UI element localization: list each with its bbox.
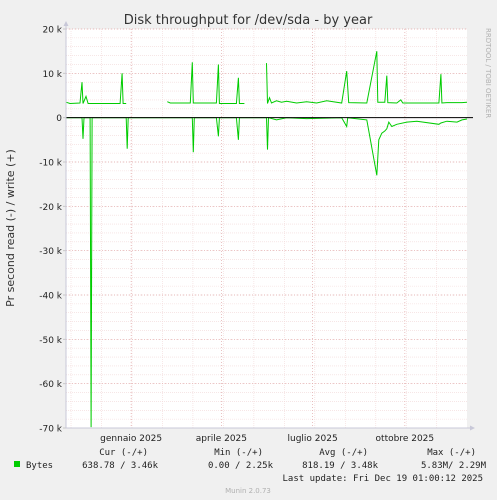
y-tick-label: -60 k xyxy=(39,380,63,390)
axes xyxy=(63,21,475,431)
legend-min-value: 0.00 / 2.25k xyxy=(208,461,274,471)
legend-header: Min (-/+) xyxy=(214,448,263,458)
x-tick-label: ottobre 2025 xyxy=(376,434,435,444)
legend-header: Max (-/+) xyxy=(427,448,476,458)
y-tick-label: 20 k xyxy=(42,26,62,36)
last-update-text: Last update: Fri Dec 19 01:00:12 2025 xyxy=(283,474,483,484)
y-tick-label: -30 k xyxy=(39,247,63,257)
x-tick-labels: gennaio 2025 aprile 2025 luglio 2025 ottobr… xyxy=(100,434,434,444)
y-tick-label: 0 xyxy=(56,114,62,124)
y-tick-label: -50 k xyxy=(39,336,63,346)
y-tick-labels: 20 k 10 k 0 -10 k -20 k -30 k -40 k -50 k -60 k -… xyxy=(39,26,66,435)
y-tick-label: -70 k xyxy=(39,425,63,435)
series-line-read-bytes xyxy=(66,117,468,428)
y-axis-label: Pr second read (-) / write (+) xyxy=(4,149,17,307)
legend-header: Avg (-/+) xyxy=(319,448,368,458)
legend-avg-value: 818.19 / 3.48k xyxy=(302,461,378,471)
munin-version: Munin 2.0.73 xyxy=(225,487,271,495)
y-tick-label: -20 k xyxy=(39,203,63,213)
legend-swatch xyxy=(14,461,20,467)
legend-cur-value: 638.78 / 3.46k xyxy=(82,461,158,471)
legend-series-name: Bytes xyxy=(26,461,53,471)
x-tick-label: aprile 2025 xyxy=(196,434,247,444)
series-layer xyxy=(65,51,468,428)
y-axis-arrow xyxy=(63,21,69,26)
y-tick-label: -40 k xyxy=(39,292,63,302)
x-tick-label: gennaio 2025 xyxy=(100,434,162,444)
legend: Cur (-/+) Min (-/+) Avg (-/+) Max (-/+) Byte… xyxy=(14,448,487,471)
x-axis-arrow xyxy=(470,425,475,431)
rrdtool-watermark: RRDTOOL / TOBI OETIKER xyxy=(484,28,492,118)
y-tick-label: -10 k xyxy=(39,159,63,169)
legend-header: Cur (-/+) xyxy=(99,448,148,458)
plot-area xyxy=(66,29,467,428)
series-line-write-bytes xyxy=(65,51,468,105)
y-tick-label: 10 k xyxy=(42,70,62,80)
x-tick-label: luglio 2025 xyxy=(288,434,338,444)
legend-max-value: 5.83M/ 2.29M xyxy=(421,461,487,471)
chart-title: Disk throughput for /dev/sda - by year xyxy=(124,13,373,28)
